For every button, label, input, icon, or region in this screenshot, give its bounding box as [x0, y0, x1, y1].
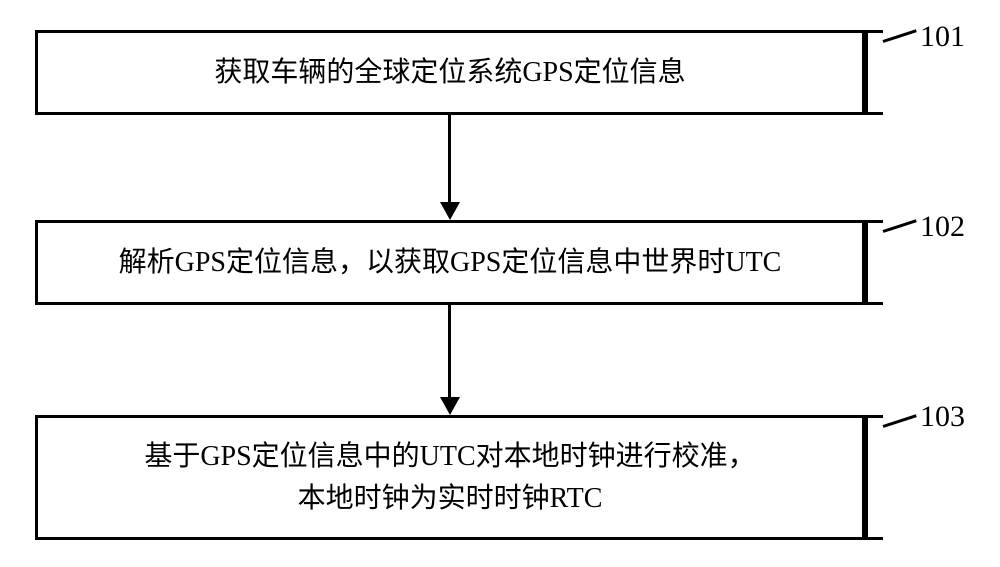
arrow-head-icon: [440, 397, 460, 415]
flowchart-canvas: 获取车辆的全球定位系统GPS定位信息 101 解析GPS定位信息，以获取GPS定位信…: [0, 0, 1000, 567]
flow-step-text: 基于GPS定位信息中的UTC对本地时钟进行校准，本地时钟为实时时钟RTC: [144, 436, 755, 520]
flow-step-text: 获取车辆的全球定位系统GPS定位信息: [214, 52, 685, 94]
flow-step-text: 解析GPS定位信息，以获取GPS定位信息中世界时UTC: [119, 242, 782, 284]
flow-step-1: 获取车辆的全球定位系统GPS定位信息: [35, 30, 865, 115]
connector-line: [883, 219, 917, 233]
connector-line: [883, 29, 917, 43]
flow-step-2: 解析GPS定位信息，以获取GPS定位信息中世界时UTC: [35, 220, 865, 305]
arrow-head-icon: [440, 202, 460, 220]
step-label-102: 102: [920, 210, 965, 244]
connector-bracket: [865, 30, 883, 115]
connector-bracket: [865, 220, 883, 305]
arrow-shaft: [448, 115, 451, 202]
flow-step-3: 基于GPS定位信息中的UTC对本地时钟进行校准，本地时钟为实时时钟RTC: [35, 415, 865, 540]
connector-bracket: [865, 415, 883, 540]
arrow-shaft: [448, 305, 451, 397]
step-label-101: 101: [920, 20, 965, 54]
step-label-103: 103: [920, 400, 965, 434]
connector-line: [883, 414, 917, 428]
